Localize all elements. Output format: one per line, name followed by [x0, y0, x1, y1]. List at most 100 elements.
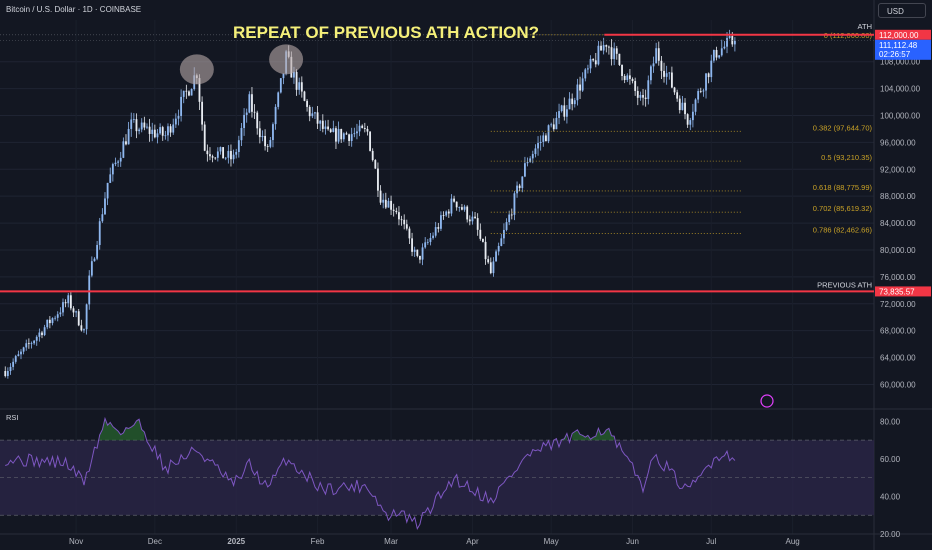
- candle-body: [361, 125, 364, 128]
- currency-button[interactable]: USD: [878, 3, 926, 18]
- previous-ath-price-tag-text: 73,835.57: [879, 287, 915, 296]
- candle-body: [69, 295, 72, 309]
- candle-body: [156, 133, 159, 138]
- candle-body: [691, 111, 694, 121]
- candle-body: [403, 219, 406, 225]
- candle-body: [521, 176, 524, 189]
- candle-body: [718, 55, 721, 58]
- candle-body: [576, 84, 579, 101]
- candle-body: [579, 84, 581, 91]
- candle-body: [356, 131, 358, 134]
- candle-body: [46, 319, 49, 328]
- time-tick-label: Apr: [466, 537, 479, 546]
- candle-body: [468, 219, 471, 222]
- candle-body: [445, 211, 448, 216]
- candle-body: [172, 124, 175, 133]
- candle-body: [513, 193, 516, 215]
- candle-body: [628, 75, 631, 79]
- candle-body: [148, 126, 151, 134]
- candle-body: [710, 60, 713, 78]
- candle-body: [106, 182, 109, 199]
- candle-body: [132, 119, 135, 120]
- time-tick-label: Feb: [311, 537, 325, 546]
- candle-body: [390, 200, 392, 210]
- candle-body: [198, 78, 201, 102]
- candle-body: [332, 128, 335, 132]
- candle-body: [111, 164, 114, 175]
- candle-body: [699, 91, 702, 92]
- candle-body: [240, 128, 243, 141]
- candle-body: [135, 119, 138, 132]
- candle-body: [298, 82, 301, 90]
- candle-body: [573, 100, 576, 105]
- candle-body: [348, 134, 350, 142]
- ath-price-tag-text: 112,000.00: [879, 31, 919, 40]
- fib-level-label: 0.382 (97,644.70): [813, 123, 873, 132]
- candle-body: [127, 128, 130, 145]
- candle-body: [114, 162, 117, 165]
- candle-body: [712, 50, 715, 61]
- candle-body: [455, 201, 458, 208]
- candle-body: [182, 90, 185, 97]
- candle-body: [122, 141, 125, 158]
- candle-body: [405, 224, 408, 229]
- price-tick-label: 100,000.00: [880, 111, 921, 120]
- candle-body: [6, 371, 9, 377]
- candle-body: [358, 125, 361, 132]
- candle-body: [75, 311, 78, 313]
- candle-body: [374, 160, 377, 169]
- candle-body: [319, 120, 322, 124]
- candle-body: [167, 126, 169, 136]
- candle-body: [321, 120, 324, 129]
- candle-body: [607, 46, 610, 48]
- time-tick-label: Jun: [626, 537, 639, 546]
- candle-body: [251, 94, 253, 112]
- candle-body: [413, 249, 416, 252]
- price-tick-label: 64,000.00: [880, 354, 916, 363]
- candle-body: [72, 308, 75, 313]
- candle-body: [83, 329, 85, 331]
- peak-highlight-circle: [269, 44, 304, 75]
- candle-body: [534, 148, 537, 155]
- candle-body: [159, 127, 162, 134]
- countdown-tag-text: 02:26:57: [879, 50, 911, 59]
- candle-body: [261, 135, 264, 138]
- candle-body: [140, 122, 143, 130]
- candle-body: [59, 312, 62, 315]
- candle-body: [169, 126, 172, 133]
- candle-body: [424, 242, 427, 248]
- candle-body: [41, 332, 43, 336]
- candle-body: [93, 258, 96, 262]
- price-tick-label: 76,000.00: [880, 273, 916, 282]
- ath-label: ATH: [858, 22, 872, 31]
- rsi-tick-label: 80.00: [880, 417, 901, 426]
- candle-body: [14, 356, 17, 362]
- candle-body: [164, 135, 167, 137]
- candle-body: [492, 261, 495, 274]
- candle-body: [597, 45, 600, 65]
- candle-body: [214, 157, 217, 159]
- candle-body: [67, 295, 70, 304]
- current-price-tag: [875, 39, 931, 60]
- ath-price-tag: [875, 29, 931, 40]
- candle-body: [146, 126, 148, 128]
- candle-body: [655, 48, 658, 64]
- candle-body: [203, 124, 206, 151]
- candle-body: [293, 71, 295, 78]
- candle-body: [529, 158, 532, 163]
- candle-body: [652, 63, 655, 67]
- candle-body: [188, 91, 190, 96]
- rsi-overbought-fill: [561, 433, 567, 441]
- candle-body: [235, 151, 238, 155]
- rsi-overbought-fill: [572, 428, 615, 441]
- candle-body: [303, 91, 306, 101]
- candle-body: [17, 354, 20, 357]
- price-tick-label: 72,000.00: [880, 300, 916, 309]
- candle-body: [634, 81, 637, 91]
- candle-body: [253, 111, 256, 113]
- candle-body: [216, 151, 219, 158]
- time-tick-label: Nov: [69, 537, 83, 546]
- price-tick-label: 92,000.00: [880, 165, 916, 174]
- candle-body: [335, 128, 337, 142]
